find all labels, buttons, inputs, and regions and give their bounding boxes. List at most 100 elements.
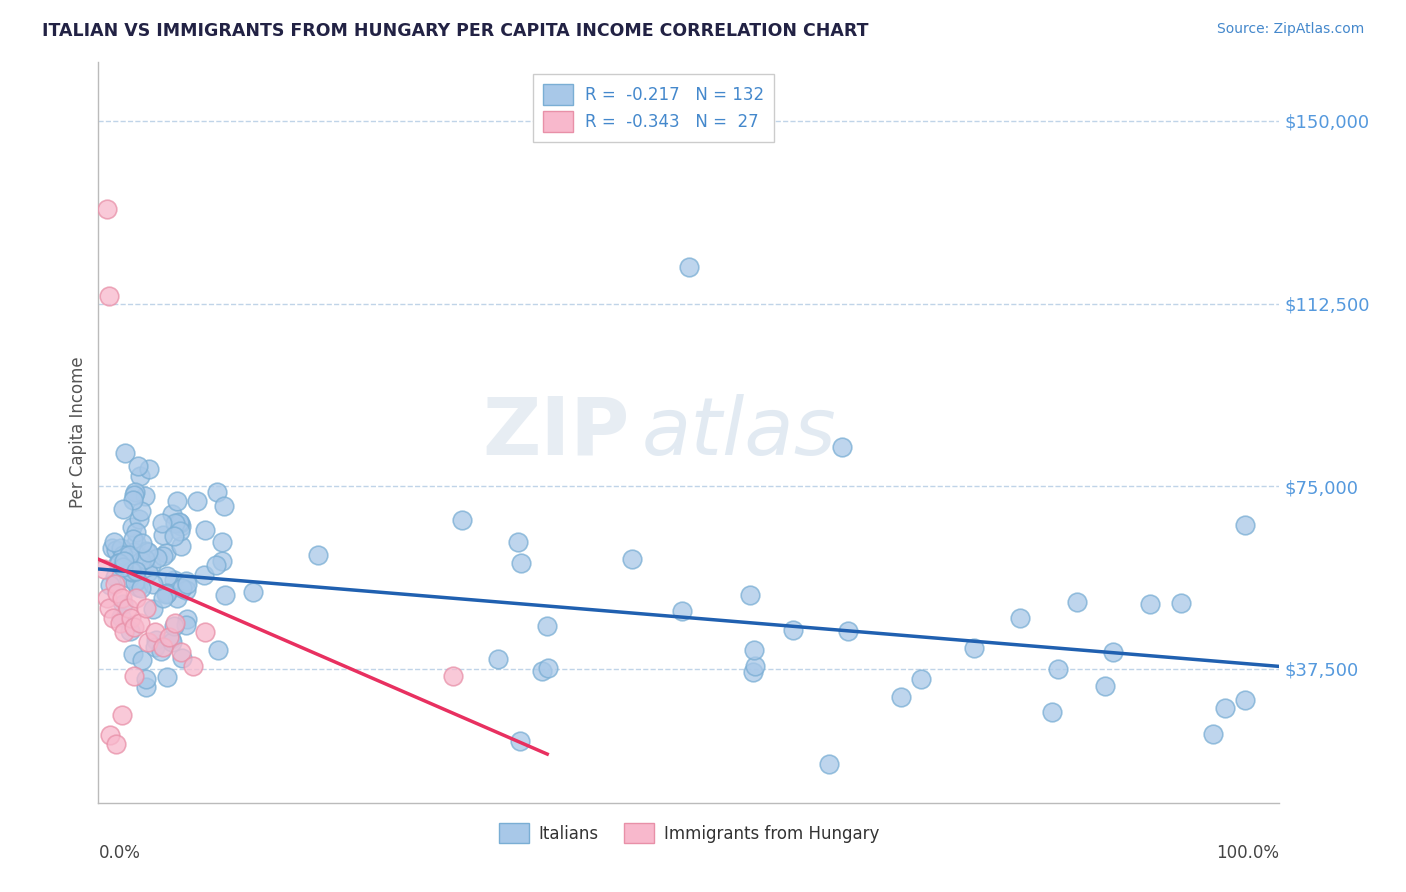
Point [125, 524, 148, 539]
Point [111, 560, 134, 574]
Point [111, 549, 134, 563]
Point [169, 516, 191, 531]
Point [186, 494, 208, 508]
Point [129, 503, 152, 517]
Point [134, 552, 156, 566]
Point [127, 580, 149, 594]
Point [156, 585, 179, 599]
Point [152, 591, 174, 605]
Point [98, 578, 121, 592]
Point [136, 545, 159, 559]
Point [782, 624, 804, 638]
Point [127, 573, 149, 587]
Point [441, 669, 464, 683]
Point [160, 635, 183, 649]
Point [165, 615, 187, 630]
Point [536, 618, 558, 632]
Point [152, 640, 174, 654]
Point [163, 574, 186, 588]
Point [143, 625, 166, 640]
Point [671, 604, 693, 618]
Point [162, 529, 184, 543]
Point [105, 542, 128, 557]
Point [194, 625, 217, 640]
Point [118, 571, 141, 585]
Point [111, 591, 134, 606]
Legend: Italians, Immigrants from Hungary: Italians, Immigrants from Hungary [492, 816, 886, 850]
Point [118, 548, 141, 562]
Point [1139, 597, 1161, 611]
Point [124, 545, 146, 559]
Point [112, 502, 135, 516]
Point [107, 557, 129, 571]
Point [678, 260, 700, 274]
Point [1233, 518, 1256, 533]
Point [135, 544, 157, 558]
Point [181, 659, 204, 673]
Point [212, 500, 235, 514]
Point [131, 536, 153, 550]
Point [121, 565, 143, 579]
Point [1040, 706, 1063, 720]
Point [818, 756, 841, 771]
Text: 100.0%: 100.0% [1216, 844, 1279, 862]
Point [166, 591, 188, 605]
Point [150, 644, 173, 658]
Point [211, 535, 233, 549]
Point [205, 558, 228, 572]
Text: Source: ZipAtlas.com: Source: ZipAtlas.com [1216, 22, 1364, 37]
Point [1234, 693, 1257, 707]
Point [98, 601, 121, 615]
Point [170, 539, 193, 553]
Point [170, 581, 193, 595]
Point [163, 516, 186, 530]
Point [160, 507, 183, 521]
Point [120, 624, 142, 638]
Point [98, 728, 121, 742]
Point [125, 591, 148, 606]
Point [122, 533, 145, 547]
Point [110, 609, 132, 624]
Point [174, 582, 197, 597]
Point [96, 591, 118, 606]
Point [155, 547, 177, 561]
Point [170, 519, 193, 533]
Point [139, 558, 162, 573]
Point [176, 612, 198, 626]
Point [110, 541, 132, 556]
Point [114, 446, 136, 460]
Point [157, 630, 180, 644]
Point [122, 647, 145, 661]
Point [125, 536, 148, 550]
Point [143, 640, 166, 654]
Point [150, 516, 173, 530]
Point [101, 541, 124, 556]
Point [112, 554, 135, 568]
Point [174, 574, 197, 589]
Point [105, 586, 128, 600]
Point [142, 577, 165, 591]
Point [211, 554, 233, 568]
Point [242, 585, 264, 599]
Point [108, 615, 131, 630]
Point [108, 556, 131, 570]
Point [128, 469, 150, 483]
Point [1170, 596, 1192, 610]
Y-axis label: Per Capita Income: Per Capita Income [69, 357, 87, 508]
Point [129, 582, 152, 596]
Point [1202, 726, 1225, 740]
Point [98, 289, 121, 303]
Point [166, 493, 188, 508]
Point [101, 610, 124, 624]
Point [136, 635, 159, 649]
Point [207, 643, 229, 657]
Point [509, 734, 531, 748]
Point [155, 587, 177, 601]
Point [156, 670, 179, 684]
Point [170, 651, 193, 665]
Point [176, 577, 198, 591]
Point [831, 440, 853, 454]
Point [108, 561, 131, 575]
Point [135, 672, 157, 686]
Point [740, 588, 762, 602]
